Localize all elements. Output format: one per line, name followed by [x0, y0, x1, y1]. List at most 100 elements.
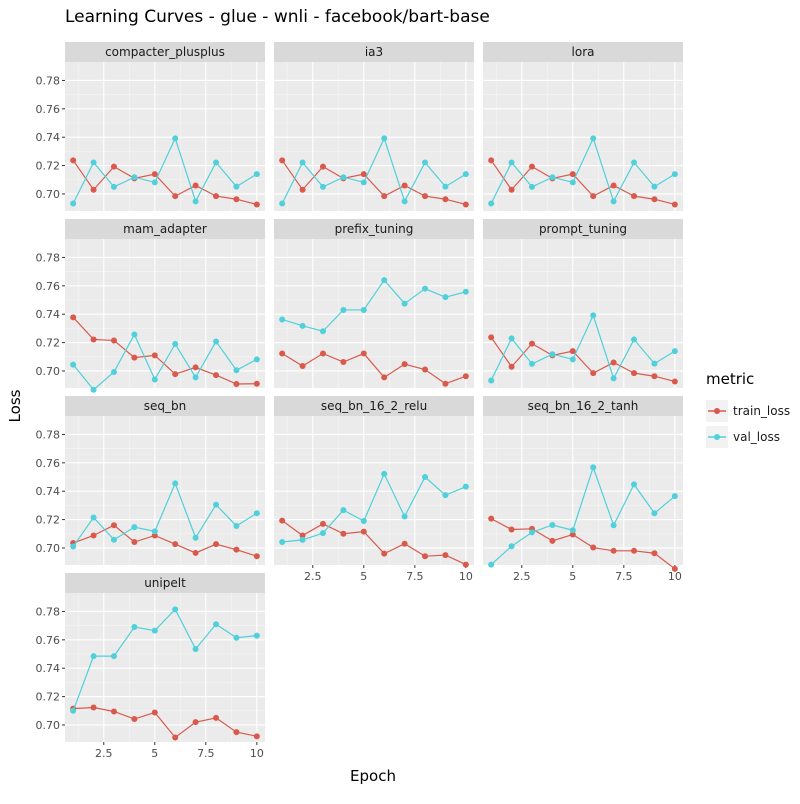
data-point-val_loss — [110, 653, 117, 660]
facet-strip — [274, 396, 474, 416]
data-point-val_loss — [279, 200, 286, 207]
y-tick-label: 0.78 — [36, 428, 61, 441]
facet-panel-compacter_plusplus: compacter_plusplus 0.70 0.72 0.74 0.76 0.78 — [36, 42, 265, 211]
data-point-train_loss — [671, 565, 678, 572]
data-point-train_loss — [213, 541, 220, 548]
data-point-val_loss — [279, 316, 286, 323]
data-point-val_loss — [590, 135, 597, 142]
data-point-train_loss — [442, 196, 449, 203]
data-point-train_loss — [462, 373, 469, 380]
data-point-train_loss — [401, 361, 408, 368]
data-point-val_loss — [462, 483, 469, 490]
data-point-val_loss — [590, 464, 597, 471]
data-point-train_loss — [213, 372, 220, 379]
data-point-val_loss — [488, 200, 495, 207]
data-point-train_loss — [340, 530, 347, 537]
data-point-train_loss — [213, 714, 220, 721]
data-point-train_loss — [172, 734, 179, 741]
data-point-train_loss — [233, 381, 240, 388]
data-point-train_loss — [131, 716, 138, 723]
data-point-val_loss — [233, 183, 240, 190]
data-point-val_loss — [70, 543, 77, 550]
data-point-val_loss — [151, 528, 158, 535]
data-point-val_loss — [631, 159, 638, 166]
data-point-train_loss — [610, 359, 617, 366]
facet-strip — [65, 573, 265, 593]
plot-background — [274, 62, 474, 211]
y-tick-label: 0.76 — [36, 280, 61, 293]
data-point-val_loss — [610, 198, 617, 205]
facet-strip — [65, 219, 265, 239]
series-line-val_loss — [281, 279, 466, 332]
y-tick-label: 0.72 — [36, 160, 61, 173]
data-point-val_loss — [549, 521, 556, 528]
data-point-train_loss — [422, 193, 429, 200]
data-point-train_loss — [151, 709, 158, 716]
y-tick-label: 0.76 — [36, 103, 61, 116]
facet-strip — [274, 219, 474, 239]
data-point-val_loss — [422, 474, 429, 481]
x-tick-label: 7.5 — [197, 747, 215, 760]
data-point-val_loss — [508, 543, 515, 550]
data-point-train_loss — [299, 186, 306, 193]
y-tick-label: 0.70 — [36, 719, 61, 732]
data-point-train_loss — [651, 196, 658, 203]
facet-strip — [483, 42, 683, 62]
data-point-val_loss — [90, 653, 97, 660]
x-tick-label: 10 — [668, 570, 682, 583]
data-point-val_loss — [233, 634, 240, 641]
series-line-train_loss — [281, 159, 466, 206]
y-tick-label: 0.74 — [36, 308, 61, 321]
data-point-train_loss — [90, 186, 97, 193]
facet-strip-label: seq_bn_16_2_tanh — [528, 399, 639, 413]
data-point-train_loss — [610, 547, 617, 554]
x-tick-label: 5 — [151, 747, 158, 760]
data-point-train_loss — [590, 370, 597, 377]
data-point-train_loss — [508, 526, 515, 533]
data-point-val_loss — [488, 377, 495, 384]
data-point-val_loss — [569, 356, 576, 363]
data-point-train_loss — [110, 163, 117, 170]
facet-panel-prefix_tuning: prefix_tuning — [274, 219, 474, 388]
data-point-train_loss — [131, 539, 138, 546]
series-line-train_loss — [73, 706, 257, 739]
data-point-train_loss — [253, 201, 260, 208]
facet-strip-label: ia3 — [365, 45, 383, 59]
data-point-val_loss — [319, 183, 326, 190]
facet-strip — [483, 219, 683, 239]
series-line-val_loss — [490, 136, 676, 204]
data-point-val_loss — [192, 374, 199, 381]
data-point-val_loss — [233, 522, 240, 529]
series-line-val_loss — [490, 313, 676, 381]
data-point-val_loss — [70, 707, 77, 714]
data-point-val_loss — [319, 530, 326, 537]
data-point-train_loss — [90, 336, 97, 343]
x-axis-label: Epoch — [350, 767, 396, 785]
data-point-val_loss — [172, 135, 179, 142]
facet-panel-seq_bn_16_2_tanh: seq_bn_16_2_tanh 2.5 5 7.5 10 — [483, 396, 683, 583]
plot-background — [483, 416, 683, 565]
data-point-train_loss — [279, 517, 286, 524]
series-line-val_loss — [72, 608, 257, 711]
data-point-train_loss — [442, 552, 449, 559]
data-point-train_loss — [631, 547, 638, 554]
legend-label-train_loss: train_loss — [733, 404, 790, 418]
data-point-train_loss — [253, 380, 260, 387]
data-point-train_loss — [172, 193, 179, 200]
data-point-train_loss — [528, 163, 535, 170]
data-point-train_loss — [671, 378, 678, 385]
facet-panels: compacter_plusplus 0.70 0.72 0.74 0.76 0.78 ia… — [36, 42, 683, 760]
data-point-train_loss — [360, 350, 367, 357]
data-point-val_loss — [401, 513, 408, 520]
data-point-val_loss — [442, 294, 449, 301]
data-point-val_loss — [131, 524, 138, 531]
data-point-val_loss — [462, 288, 469, 295]
data-point-val_loss — [340, 306, 347, 313]
data-point-val_loss — [651, 510, 658, 517]
data-point-val_loss — [528, 529, 535, 536]
data-point-train_loss — [279, 350, 286, 357]
x-tick-label: 2.5 — [513, 570, 531, 583]
data-point-train_loss — [151, 532, 158, 539]
data-point-val_loss — [131, 174, 138, 181]
legend-key-point — [714, 434, 720, 440]
